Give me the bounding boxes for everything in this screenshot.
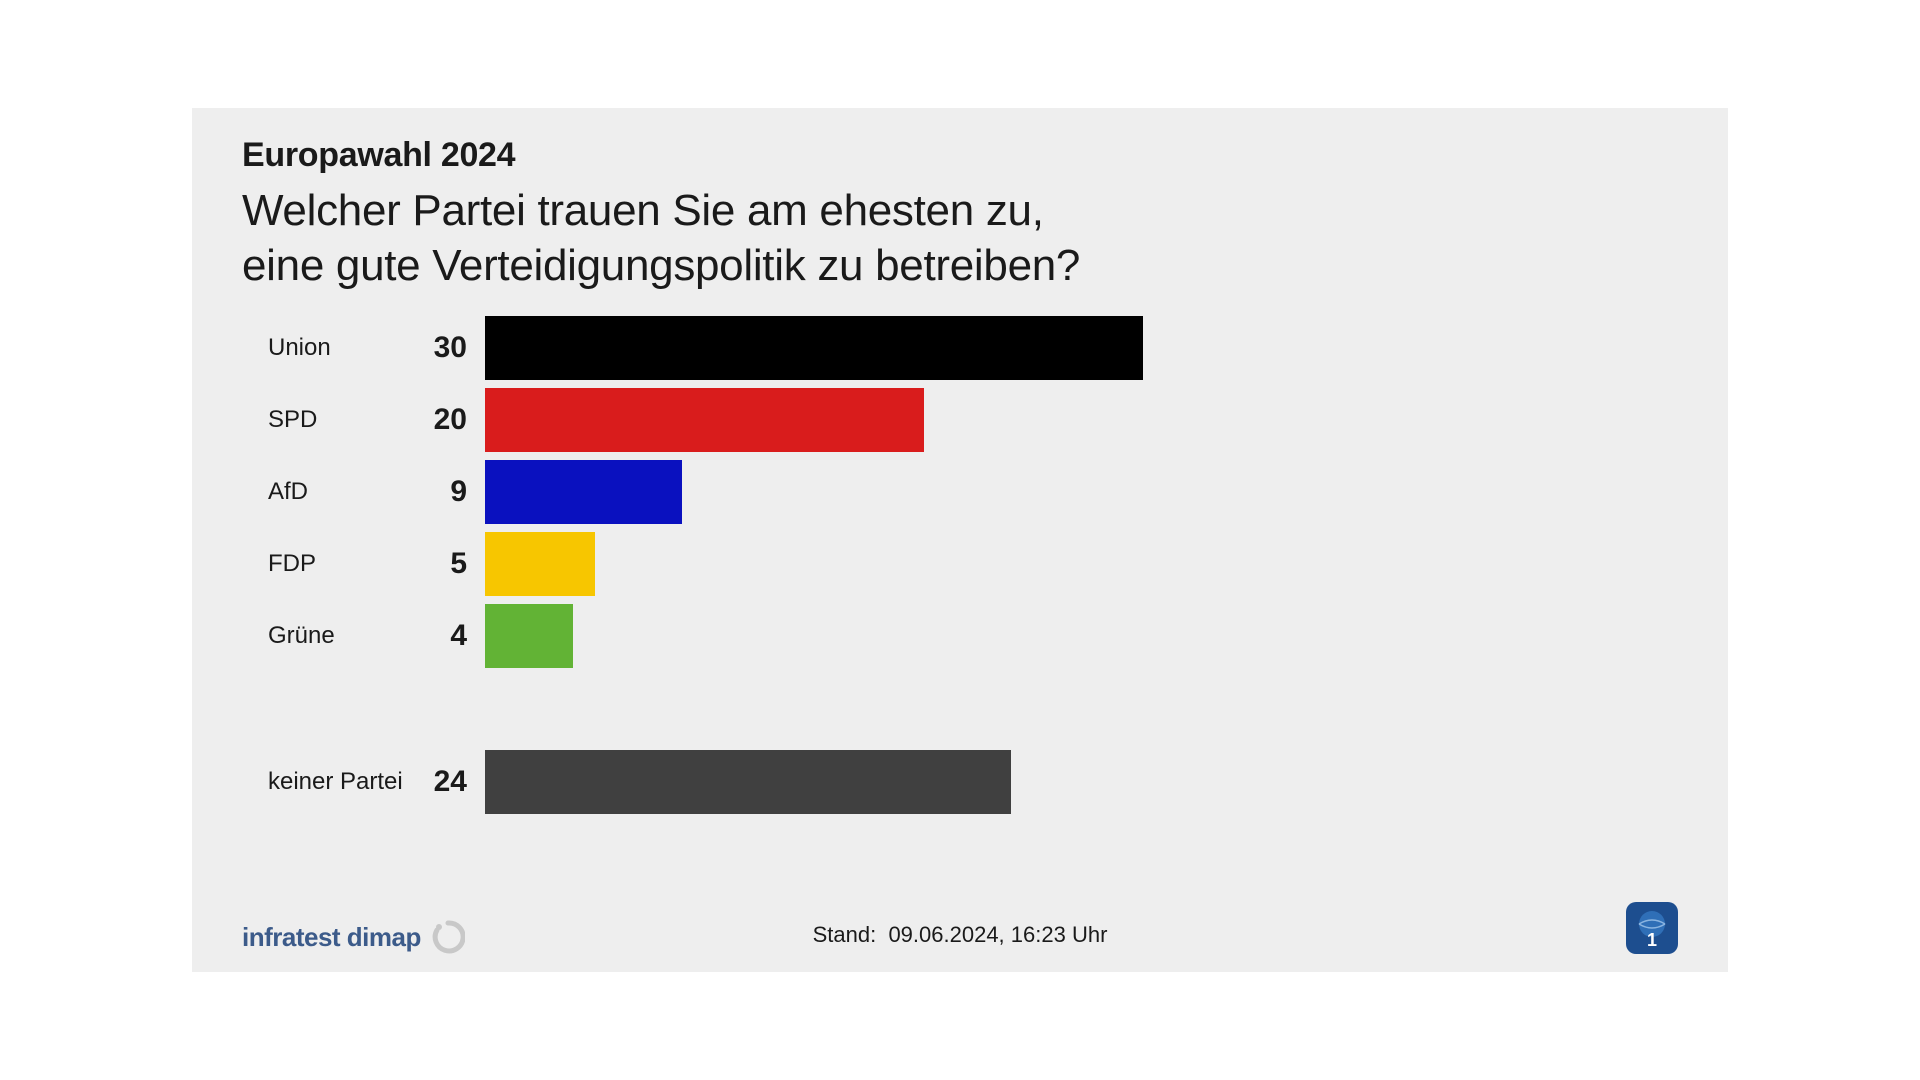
title-line-1: Welcher Partei trauen Sie am ehesten zu, — [242, 186, 1044, 235]
bar-label: SPD — [242, 406, 409, 434]
bar-track — [485, 460, 1545, 524]
bar-track — [485, 388, 1545, 452]
bar-row: keiner Partei24 — [242, 750, 1678, 814]
bar-fill — [485, 532, 595, 596]
bar-value: 24 — [409, 765, 485, 799]
bar-label: AfD — [242, 478, 409, 506]
status-timestamp: Stand: 09.06.2024, 16:23 Uhr — [813, 922, 1108, 948]
bar-track — [485, 532, 1545, 596]
chart-card: Europawahl 2024 Welcher Partei trauen Si… — [192, 108, 1728, 972]
chart-inner: Europawahl 2024 Welcher Partei trauen Si… — [192, 108, 1728, 972]
bar-fill — [485, 604, 573, 668]
badge-text: 1 — [1647, 930, 1657, 950]
source-logo: infratest dimap — [242, 920, 465, 954]
bar-value: 5 — [409, 547, 485, 581]
bar-rows-extra: keiner Partei24 — [242, 750, 1678, 814]
bar-track — [485, 750, 1545, 814]
status-value: 09.06.2024, 16:23 Uhr — [888, 922, 1107, 947]
bar-value: 30 — [409, 331, 485, 365]
bar-fill — [485, 388, 924, 452]
source-swirl-icon — [431, 920, 465, 954]
chart-title: Welcher Partei trauen Sie am ehesten zu,… — [242, 183, 1678, 294]
bar-track — [485, 604, 1545, 668]
title-line-2: eine gute Verteidigungspolitik zu betrei… — [242, 241, 1080, 290]
bar-chart: Union30 SPD20 AfD9 FDP5 Grüne4 keiner Partei… — [242, 316, 1678, 814]
bar-label: FDP — [242, 550, 409, 578]
bar-rows-main: Union30 SPD20 AfD9 FDP5 Grüne4 — [242, 316, 1678, 668]
bar-value: 9 — [409, 475, 485, 509]
bar-row: FDP5 — [242, 532, 1678, 596]
bar-row: SPD20 — [242, 388, 1678, 452]
bar-fill — [485, 316, 1143, 380]
bar-fill — [485, 460, 682, 524]
bar-row: Union30 — [242, 316, 1678, 380]
footer: infratest dimap Stand: 09.06.2024, 16:23… — [192, 898, 1728, 954]
bar-value: 20 — [409, 403, 485, 437]
network-badge: 1 — [1626, 902, 1678, 954]
bar-fill — [485, 750, 1011, 814]
source-text: infratest dimap — [242, 922, 421, 953]
bar-label: Union — [242, 334, 409, 362]
supertitle: Europawahl 2024 — [242, 136, 1678, 175]
bar-label: keiner Partei — [242, 768, 409, 796]
bar-value: 4 — [409, 619, 485, 653]
bar-label: Grüne — [242, 622, 409, 650]
bar-row: AfD9 — [242, 460, 1678, 524]
status-label: Stand: — [813, 922, 877, 947]
bar-row: Grüne4 — [242, 604, 1678, 668]
bar-track — [485, 316, 1545, 380]
